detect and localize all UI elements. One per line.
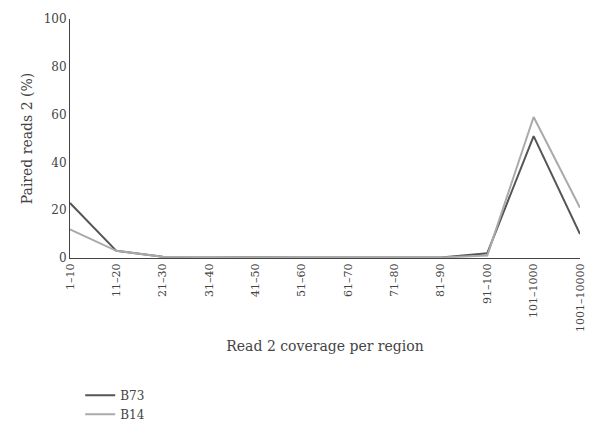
svg-text:Read 2 coverage per region: Read 2 coverage per region — [226, 338, 423, 354]
svg-text:40: 40 — [51, 156, 66, 170]
svg-text:Paired reads 2 (%): Paired reads 2 (%) — [19, 73, 35, 205]
svg-text:100: 100 — [44, 12, 67, 26]
svg-text:B73: B73 — [120, 389, 144, 403]
svg-text:81–90: 81–90 — [434, 263, 447, 297]
svg-text:41–50: 41–50 — [249, 263, 262, 297]
svg-text:31–40: 31–40 — [203, 263, 216, 297]
svg-text:91–100: 91–100 — [481, 263, 494, 304]
svg-text:61–70: 61–70 — [342, 263, 355, 297]
svg-text:11–20: 11–20 — [110, 263, 123, 297]
svg-text:0: 0 — [59, 251, 67, 265]
svg-text:71–80: 71–80 — [388, 263, 401, 297]
svg-text:80: 80 — [51, 60, 66, 74]
svg-text:B14: B14 — [120, 408, 144, 422]
svg-text:1001–10000: 1001–10000 — [574, 263, 587, 332]
svg-text:60: 60 — [51, 108, 66, 122]
svg-text:51–60: 51–60 — [295, 263, 308, 297]
svg-text:1–10: 1–10 — [64, 263, 77, 290]
svg-text:20: 20 — [51, 203, 66, 217]
svg-text:21–30: 21–30 — [156, 263, 169, 297]
svg-text:101–1000: 101–1000 — [527, 263, 540, 318]
